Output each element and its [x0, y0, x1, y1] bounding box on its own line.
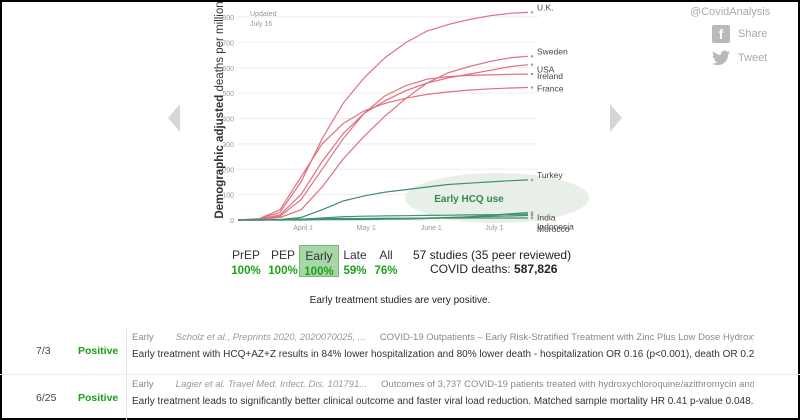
series-label: Morocco: [537, 224, 570, 234]
y-tick-label: 500: [222, 91, 234, 98]
updated-date: July 16: [250, 21, 272, 28]
covid-deaths-value: 587,826: [514, 262, 558, 276]
y-tick-label: 600: [222, 66, 234, 73]
tab-percent: 76%: [374, 265, 398, 277]
series-endpoint: [530, 216, 534, 220]
y-axis-label-rest: deaths per million: [214, 0, 226, 95]
series-label: France: [537, 84, 564, 94]
hcq-highlight: [405, 173, 589, 223]
study-meta: Early Lagier et al. Travel Med. Infect. D…: [132, 379, 754, 390]
previous-arrow-icon[interactable]: [168, 104, 180, 132]
series-label: India: [537, 213, 556, 223]
treatment-summary: Early treatment studies are very positiv…: [309, 295, 491, 306]
next-arrow-icon[interactable]: [610, 104, 622, 132]
tab-percent: 100%: [231, 265, 261, 277]
tweet-label: Tweet: [738, 52, 768, 64]
series-endpoint: [530, 212, 534, 216]
study-title[interactable]: Outcomes of 3,737 COVID-19 patients trea…: [381, 379, 754, 390]
study-row[interactable]: 7/3 Positive Early Scholz et al., Preprin…: [0, 328, 800, 374]
tab-label: PEP: [270, 248, 295, 262]
study-date: 7/3: [36, 345, 51, 357]
y-axis-label: Demographic adjusted deaths per million: [212, 0, 228, 219]
y-tick-label: 200: [222, 167, 234, 174]
y-tick-label: 300: [222, 142, 234, 149]
row-divider: [126, 375, 127, 420]
study-summary: Early treatment with HCQ+AZ+Z results in…: [132, 349, 754, 360]
study-summary: Early treatment leads to significantly b…: [132, 396, 754, 407]
y-tick-label: 100: [222, 193, 234, 200]
x-tick-label: April 1: [293, 225, 313, 232]
share-button[interactable]: f Share: [712, 25, 767, 43]
tab-label: Late: [343, 248, 367, 262]
x-tick-label: June 1: [421, 225, 442, 232]
studies-count: 57 studies (35 peer reviewed): [413, 248, 572, 262]
share-label: Share: [738, 28, 768, 40]
series-endpoint: [530, 86, 534, 89]
series-line: [237, 55, 529, 221]
series-endpoint: [530, 72, 534, 76]
study-stage: Early: [132, 332, 154, 343]
chart-svg: 0 100 200 300 400 500 600 700 800 April 1 May 1 Jun…: [222, 2, 589, 234]
y-tick-label: 400: [222, 117, 234, 124]
study-result: Positive: [78, 392, 119, 404]
tweet-button[interactable]: Tweet: [712, 49, 767, 67]
tab-label: PrEP: [231, 248, 260, 262]
study-citation[interactable]: Scholz et al., Preprints 2020, 202007002…: [175, 332, 366, 343]
twitter-handle[interactable]: @CovidAnalysis: [690, 6, 771, 18]
series-line: [238, 217, 528, 221]
tab-label: Early: [305, 249, 333, 263]
covid-deaths-label: COVID deaths:: [430, 262, 511, 276]
study-citation[interactable]: Lagier et al. Travel Med. Infect. Dis. 1…: [175, 379, 368, 390]
series-label: Indonesia: [537, 221, 574, 231]
y-axis-label-bold: Demographic adjusted: [214, 94, 226, 219]
facebook-icon: f: [712, 25, 730, 43]
series-label: Turkey: [537, 170, 563, 180]
series-endpoint: [530, 55, 534, 58]
tab-percent: 100%: [304, 266, 334, 278]
hcq-annotation: Early HCQ use: [434, 194, 504, 205]
y-tick-label: 700: [222, 40, 234, 47]
study-date: 6/25: [36, 392, 57, 404]
series-line: [238, 179, 529, 221]
x-tick-label: July 1: [485, 225, 503, 232]
twitter-bird-icon: [712, 49, 730, 67]
study-result: Positive: [78, 345, 119, 357]
series-endpoint: [530, 11, 534, 14]
y-tick-label: 800: [222, 15, 234, 22]
tab-label: All: [379, 248, 393, 262]
row-divider: [126, 328, 127, 374]
series-label: U.K.: [537, 2, 554, 12]
series-label: Ireland: [537, 71, 563, 81]
study-row[interactable]: 6/25 Positive Early Lagier et al. Travel …: [0, 374, 800, 420]
tab-percent: 100%: [268, 265, 298, 277]
tab-percent: 59%: [343, 265, 367, 277]
series-label: USA: [537, 65, 555, 75]
series-endpoint: [530, 63, 534, 66]
series-line: [237, 86, 529, 221]
x-tick-label: May 1: [357, 225, 376, 232]
y-tick-label: 0: [230, 218, 234, 225]
deaths-chart: 0 100 200 300 400 500 600 700 800 April 1 May 1 Jun…: [210, 2, 590, 234]
series-line: [237, 73, 529, 221]
study-stage: Early: [132, 379, 154, 390]
series-endpoint: [530, 178, 534, 182]
study-title[interactable]: COVID-19 Outpatients – Early Risk-Strati…: [379, 332, 754, 343]
study-meta: Early Scholz et al., Preprints 2020, 2020…: [132, 332, 754, 343]
series-label: Sweden: [537, 46, 568, 56]
series-line: [237, 64, 529, 221]
covid-deaths: COVID deaths: 587,826: [430, 262, 557, 276]
updated-label: Updated: [250, 11, 277, 18]
series-line: [237, 11, 529, 221]
